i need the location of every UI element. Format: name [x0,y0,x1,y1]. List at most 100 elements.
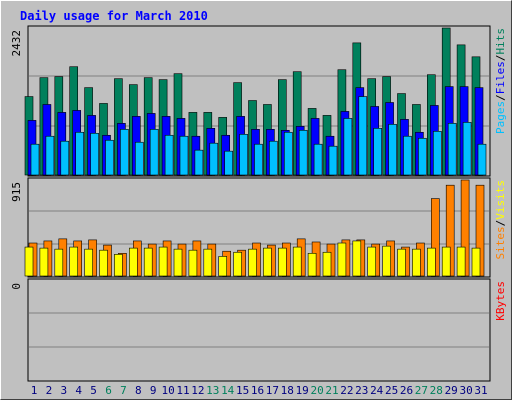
x-tick-label: 14 [221,384,235,397]
x-tick-label: 24 [370,384,384,397]
x-tick-label: 30 [459,384,472,397]
legend-entry: Visits [494,180,507,220]
x-tick-label: 27 [415,384,428,397]
x-tick-label: 20 [310,384,323,397]
bar [322,251,332,277]
bar [203,248,213,277]
x-tick-label: 9 [150,384,157,397]
bar [60,140,70,176]
bar [328,145,338,176]
x-tick-label: 25 [385,384,398,397]
bar [432,131,442,176]
bar [194,149,204,176]
x-tick-label: 12 [191,384,204,397]
bar [173,248,183,277]
x-tick-label: 13 [206,384,219,397]
bar [224,150,233,176]
bar [54,248,64,277]
bar [456,246,466,277]
bar [129,247,138,277]
bar [114,254,123,277]
bar [307,253,317,277]
bar [269,140,278,176]
bar [462,122,472,176]
x-tick-label: 2 [46,384,53,397]
x-tick-label: 3 [60,384,67,397]
bar [233,251,242,277]
bar [90,132,99,176]
chart-title: Daily usage for March 2010 [20,9,208,23]
bar [283,131,293,176]
bar [248,248,257,277]
bar [367,246,377,277]
x-tick-label: 10 [161,384,174,397]
bar [69,246,78,277]
x-tick-label: 16 [251,384,264,397]
x-tick-label: 19 [296,384,309,397]
x-tick-label: 17 [266,384,279,397]
bar [164,134,174,176]
bar [397,248,406,277]
bar [263,247,272,277]
panel [27,278,491,382]
x-tick-label: 7 [120,384,127,397]
bar [403,135,412,176]
bar [471,247,481,277]
bar [75,131,84,176]
x-tick-label: 22 [340,384,353,397]
legend-separator: / [494,220,507,227]
bar [135,141,144,176]
x-tick-label: 31 [474,384,487,397]
bar [45,135,55,176]
bar [441,246,451,277]
bar [39,247,49,277]
bar [30,143,40,176]
bar [292,246,302,277]
legend-separator: / [494,94,507,101]
bar [143,247,153,277]
bar [412,248,421,277]
bar [149,129,159,176]
bar [358,96,368,176]
bar [99,249,108,277]
x-tick-label: 8 [135,384,142,397]
legend: Sites/Visits [494,180,507,260]
bar [254,143,263,176]
bar [337,242,347,277]
bar [218,256,227,277]
x-tick-label: 21 [325,384,338,397]
legend-entry: Hits [494,28,507,55]
x-tick-label: 5 [90,384,97,397]
bar [343,118,353,176]
bar [84,248,93,277]
bar [179,135,189,176]
bar [239,134,248,176]
bar [188,249,198,277]
bar [382,245,391,277]
bar [105,139,114,176]
y-tick-label: 0 [10,283,23,290]
x-tick-label: 6 [105,384,112,397]
bar [447,123,457,176]
bar [426,247,436,277]
bar [120,129,129,176]
y-tick-label: 2432 [10,30,23,57]
x-tick-label: 26 [400,384,413,397]
legend-entry: Sites [494,226,507,259]
bar [209,142,219,176]
y-tick-label: 915 [10,182,23,202]
x-tick-label: 29 [445,384,458,397]
x-tick-label: 28 [430,384,443,397]
bar [388,124,397,176]
legend: KBytes [494,281,507,321]
bar [158,246,168,277]
legend-entry: KBytes [494,281,507,321]
x-tick-label: 4 [75,384,82,397]
bar [313,143,323,176]
legend-entry: Pages [494,101,507,134]
legend-separator: / [494,55,507,62]
bar [373,128,383,176]
bar [352,240,362,277]
